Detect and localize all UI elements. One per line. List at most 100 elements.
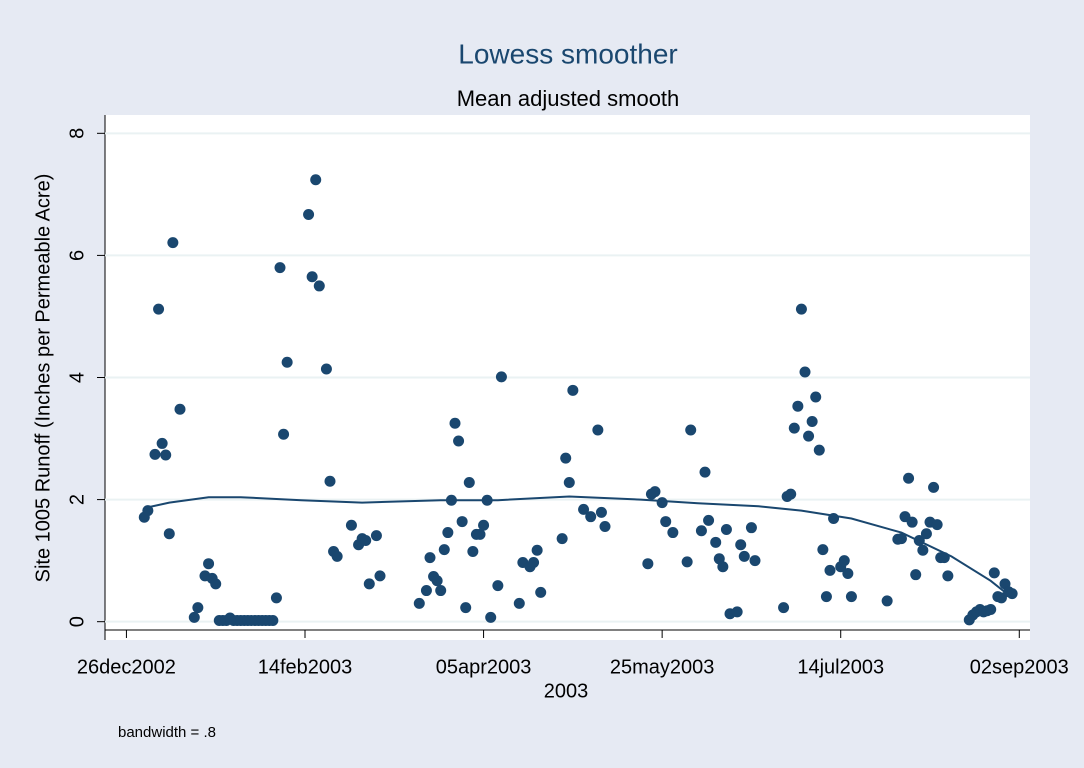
point [642,558,654,570]
point [331,550,343,562]
point [685,424,697,436]
point [906,516,918,528]
x-tick-label: 02sep2003 [970,656,1069,678]
point [374,570,386,582]
point [988,567,1000,579]
point [995,592,1007,604]
point [917,544,929,556]
note: bandwidth = .8 [118,724,216,741]
point [267,614,279,626]
point [717,561,729,573]
point [788,422,800,434]
point [560,452,572,464]
point [810,391,822,403]
point [463,477,475,488]
point [920,528,932,540]
point [599,520,611,532]
point [163,528,175,540]
point [567,384,579,396]
point [453,435,465,447]
point [167,237,179,249]
point [360,534,372,546]
point [813,444,825,456]
point [313,280,325,292]
point [592,424,604,436]
point [435,585,447,597]
point [785,488,797,500]
point [413,597,425,609]
point [485,611,497,623]
point [210,578,222,590]
point [660,516,672,528]
point [528,556,540,568]
point [442,527,454,539]
point [370,530,382,542]
point [703,514,715,526]
point [495,371,507,383]
point [467,545,479,557]
point [531,544,543,556]
point [578,503,590,515]
point [881,595,893,607]
point [799,366,811,378]
point [324,475,336,487]
point [928,481,940,493]
point [845,591,857,603]
point [478,519,490,531]
point [431,575,443,587]
point [303,209,315,221]
point [156,437,168,449]
y-axis-label: Site 1005 Runoff (Inches per Permeable A… [32,174,54,583]
point [420,585,432,597]
point [270,592,282,604]
point [513,597,525,609]
x-tick-label: 14jul2003 [797,656,884,678]
point [710,536,722,548]
point [363,578,375,590]
y-tick-label: 2 [66,494,88,505]
point [449,417,461,429]
x-axis-label: 2003 [544,680,589,702]
y-tick-label: 6 [66,250,88,261]
point [792,400,804,412]
point [749,555,761,567]
point [456,516,468,528]
x-tick-label: 05apr2003 [436,656,532,678]
point [320,363,332,375]
point [738,550,750,562]
point [720,524,732,536]
chart-title: Lowess smoother [458,38,677,69]
point [910,569,922,581]
point [931,519,943,531]
point [203,558,215,570]
point [278,428,290,440]
point [149,448,161,460]
point [460,602,472,614]
point [274,262,286,274]
point [745,522,757,534]
point [842,567,854,579]
point [895,533,907,545]
point [492,580,504,592]
point [942,570,954,582]
y-tick-label: 0 [66,616,88,627]
point [556,533,568,545]
point [192,602,204,614]
point [424,552,436,564]
point [803,430,815,442]
point [160,449,172,461]
point [535,586,547,598]
point [438,544,450,556]
point [174,403,186,415]
point [806,415,818,427]
point [695,525,707,537]
point [656,497,668,509]
point [345,519,357,531]
point [649,486,661,498]
x-tick-label: 26dec2002 [77,656,176,678]
y-tick-label: 8 [66,128,88,139]
point [778,602,790,614]
point [735,539,747,551]
